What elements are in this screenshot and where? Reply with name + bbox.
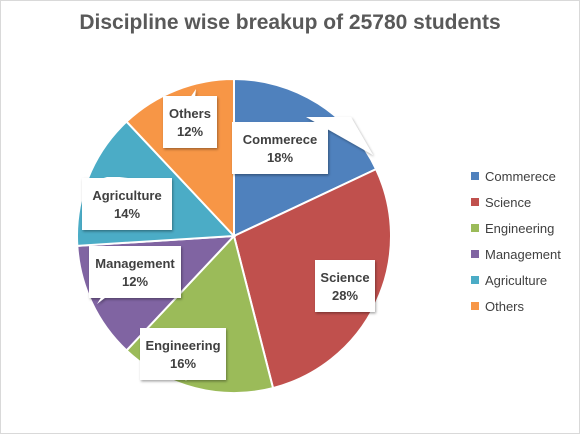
legend-label: Engineering: [485, 220, 555, 236]
data-label-management: [89, 246, 181, 304]
legend-label: Commerece: [485, 168, 556, 184]
legend-item-engineering: Engineering: [471, 215, 579, 241]
data-label-percent: 14%: [114, 206, 140, 221]
data-label-category: Agriculture: [92, 188, 161, 203]
legend-swatch: [471, 250, 479, 258]
data-label-category: Commerece: [243, 132, 317, 147]
legend-item-agriculture: Agriculture: [471, 267, 579, 293]
chart-title: Discipline wise breakup of 25780 student…: [79, 11, 501, 34]
data-label-category: Science: [320, 270, 369, 285]
legend-item-science: Science: [471, 189, 579, 215]
data-label-category: Others: [169, 106, 211, 121]
legend: Commerece Science Engineering Management Agr…: [471, 163, 579, 319]
legend-swatch: [471, 172, 479, 180]
legend-swatch: [471, 198, 479, 206]
legend-label: Agriculture: [485, 272, 548, 288]
data-label-others: [163, 89, 217, 148]
data-label-category: Management: [95, 256, 175, 271]
data-label-percent: 18%: [267, 150, 293, 165]
data-label-percent: 12%: [122, 274, 148, 289]
legend-item-others: Others: [471, 293, 579, 319]
data-label-percent: 28%: [332, 288, 358, 303]
legend-item-management: Management: [471, 241, 579, 267]
data-label-engineering: [140, 328, 226, 381]
legend-swatch: [471, 302, 479, 310]
data-label-science: [315, 260, 375, 312]
data-label-category: Engineering: [145, 338, 220, 353]
legend-swatch: [471, 276, 479, 284]
data-label-percent: 12%: [177, 124, 203, 139]
pie-slice-science: [232, 167, 392, 390]
legend-label: Others: [485, 298, 525, 314]
legend-label: Science: [485, 194, 532, 210]
data-label-commerece: [232, 117, 373, 174]
data-label-agriculture: [82, 177, 172, 230]
data-label-percent: 16%: [170, 356, 196, 371]
legend-item-commerece: Commerece: [471, 163, 579, 189]
legend-swatch: [471, 224, 479, 232]
legend-label: Management: [485, 246, 561, 262]
